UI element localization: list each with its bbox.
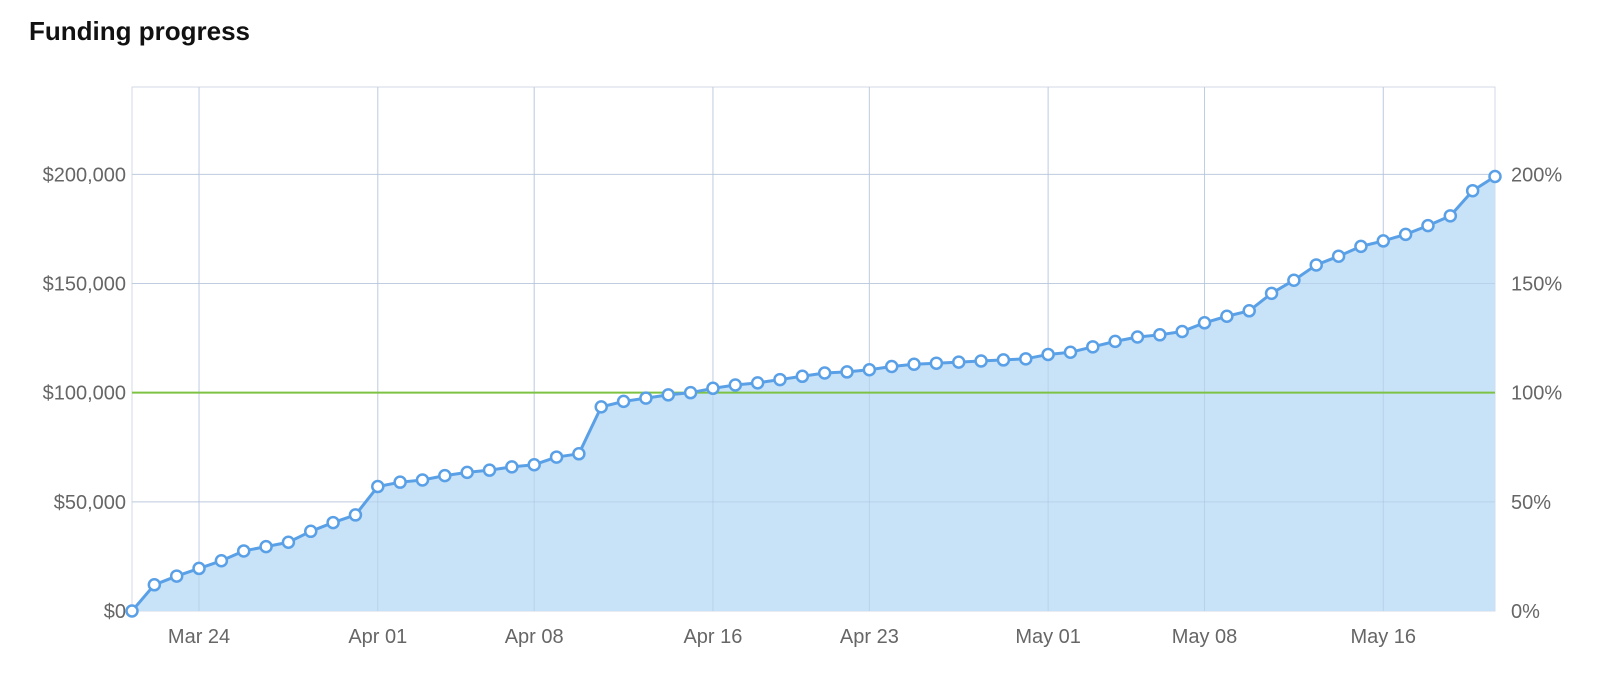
data-point [1086, 340, 1100, 354]
data-point [192, 561, 206, 576]
y-left-tick-label: $150,000 [43, 274, 126, 296]
data-point [236, 544, 251, 558]
data-point [281, 535, 296, 549]
data-point [1130, 330, 1145, 344]
data-point [1465, 183, 1480, 198]
data-point [1197, 316, 1212, 330]
data-point [460, 465, 474, 480]
funding-area [132, 176, 1495, 611]
y-left-tick-label: $0 [104, 601, 126, 623]
data-point [505, 460, 519, 474]
y-right-tick-label: 0% [1511, 601, 1540, 623]
x-tick-label: Apr 01 [348, 626, 407, 648]
data-point [1063, 345, 1078, 360]
data-point [594, 400, 608, 414]
data-point [482, 463, 497, 477]
data-point [527, 457, 541, 472]
x-tick-label: Mar 24 [168, 626, 230, 648]
data-point [951, 355, 966, 369]
data-point [1153, 328, 1167, 342]
data-point [1108, 334, 1122, 349]
data-point [996, 353, 1011, 367]
x-tick-label: May 01 [1015, 626, 1081, 648]
chart-title: Funding progress [29, 16, 250, 46]
data-point [1287, 273, 1301, 287]
y-left-tick-label: $100,000 [43, 383, 126, 405]
data-point [639, 391, 653, 405]
data-point [1398, 227, 1413, 242]
data-point [862, 362, 877, 377]
data-point [1376, 234, 1391, 248]
data-point [795, 369, 810, 384]
data-point [438, 468, 452, 483]
data-point [1019, 352, 1033, 366]
x-tick-label: Apr 23 [840, 626, 899, 648]
data-point [304, 524, 318, 539]
data-point [1354, 239, 1368, 254]
y-right-tick-label: 50% [1511, 492, 1551, 514]
data-point [572, 447, 586, 461]
x-tick-label: May 16 [1350, 626, 1416, 648]
data-point [884, 359, 899, 374]
x-tick-label: May 08 [1172, 626, 1238, 648]
y-left-tick-label: $200,000 [43, 164, 126, 186]
data-point [147, 578, 162, 592]
data-point [1443, 209, 1458, 223]
data-point [214, 554, 229, 568]
data-point [683, 385, 698, 400]
data-point [1041, 347, 1055, 362]
x-tick-label: Apr 08 [505, 626, 564, 648]
data-point [371, 479, 385, 494]
data-point [974, 354, 988, 368]
data-point [706, 381, 720, 396]
data-point [415, 473, 430, 487]
data-point [1242, 304, 1256, 318]
y-left-tick-label: $50,000 [54, 492, 126, 514]
data-point [773, 372, 787, 387]
data-point [817, 366, 832, 380]
data-point [1264, 286, 1279, 301]
data-point [840, 365, 854, 379]
data-point [907, 357, 921, 372]
data-point [1488, 169, 1502, 184]
data-point [259, 539, 273, 554]
data-point [348, 508, 363, 522]
data-point [1220, 309, 1234, 323]
data-point [750, 376, 765, 390]
data-point [326, 515, 340, 530]
data-point [1175, 324, 1189, 339]
data-point [929, 356, 944, 370]
y-right-tick-label: 100% [1511, 383, 1562, 405]
data-point [1309, 258, 1323, 272]
data-point [549, 450, 564, 464]
data-point [616, 394, 631, 409]
data-point [169, 569, 184, 583]
x-tick-label: Apr 16 [683, 626, 742, 648]
data-point [1331, 249, 1346, 263]
data-point [1421, 218, 1435, 233]
data-point [661, 388, 676, 402]
data-point [125, 604, 139, 618]
data-point [728, 378, 743, 392]
y-right-tick-label: 200% [1511, 164, 1562, 186]
y-right-tick-label: 150% [1511, 274, 1562, 296]
data-point [393, 475, 407, 489]
